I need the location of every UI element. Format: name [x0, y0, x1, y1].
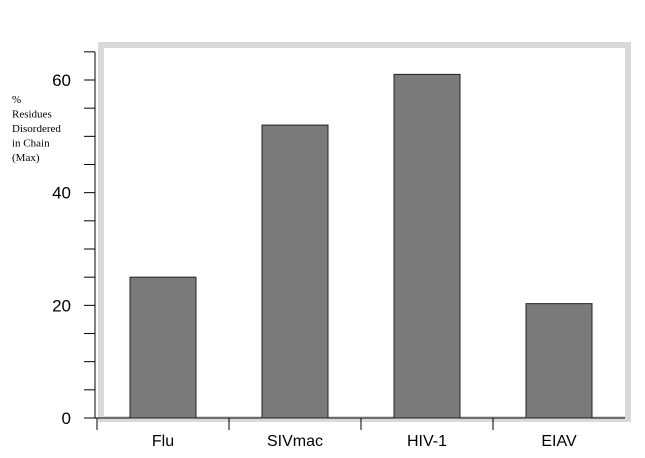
y-tick-labels: 0 20 40 60: [52, 71, 71, 428]
y-axis-label-line: (Max): [12, 152, 40, 164]
y-axis-label-line: Disordered: [12, 123, 61, 135]
bar-hiv-1: [393, 73, 461, 419]
y-tick-label: 0: [62, 409, 71, 428]
x-tick-label: EIAV: [541, 433, 577, 450]
x-tick-label: Flu: [152, 433, 174, 450]
bar-eiav: [525, 303, 593, 419]
y-axis-label-line: %: [12, 94, 21, 106]
bars: [129, 73, 593, 419]
y-tick-label: 40: [52, 184, 71, 203]
bar-sivmac: [261, 124, 329, 419]
bar-flu: [129, 276, 197, 419]
y-axis-label-line: in Chain: [12, 138, 50, 150]
x-tick-label: HIV-1: [407, 433, 447, 450]
y-tick-label: 20: [52, 296, 71, 315]
y-axis-label-line: Residues: [12, 109, 52, 121]
y-axis-label: % Residues Disordered in Chain (Max): [12, 94, 61, 164]
y-tick-label: 60: [52, 71, 71, 90]
category-labels: Flu SIVmac HIV-1 EIAV: [152, 433, 577, 450]
x-tick-label: SIVmac: [267, 433, 323, 450]
y-axis: [84, 51, 96, 419]
plot-frame: [98, 42, 631, 422]
